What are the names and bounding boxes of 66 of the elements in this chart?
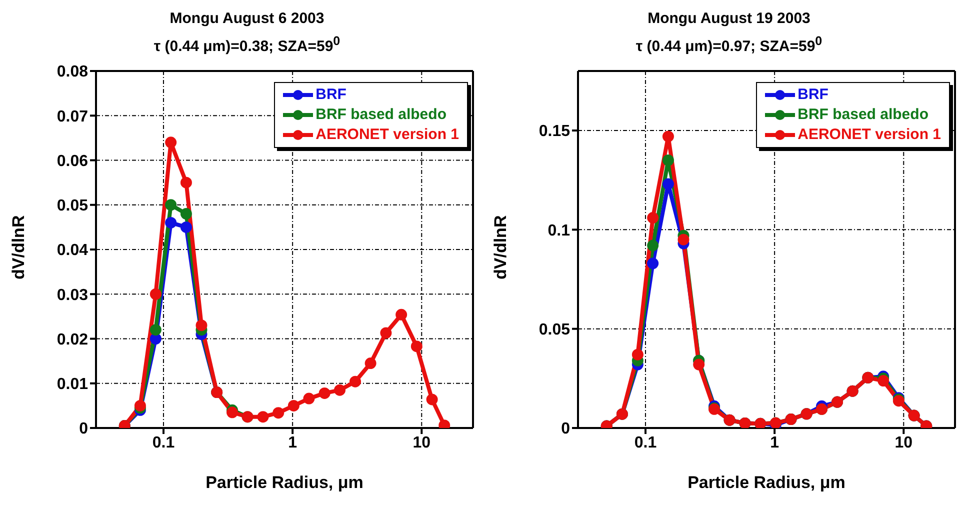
point: [150, 324, 162, 336]
legend-label: BRF: [316, 85, 346, 105]
x-tick-label: 10: [412, 434, 431, 452]
y-tick-label: 0.06: [56, 152, 88, 170]
point: [662, 178, 674, 190]
point: [647, 258, 659, 270]
y-tick-label: 0: [79, 420, 88, 438]
point: [165, 199, 177, 211]
y-tick-label: 0.02: [56, 331, 88, 348]
y-tick-label: 0.05: [538, 322, 570, 339]
y-tick-label: 0.03: [56, 286, 88, 304]
x-tick-label: 10: [894, 434, 913, 452]
y-tick-label: 0.15: [538, 123, 570, 140]
legend-label: BRF based albedo: [798, 105, 928, 125]
point: [678, 234, 690, 246]
point: [647, 212, 659, 224]
point: [180, 208, 192, 220]
chart-title: Mongu August 19 2003: [646, 9, 812, 29]
point: [288, 400, 300, 412]
point: [180, 176, 192, 188]
point: [662, 154, 674, 166]
y-tick-label: 0.04: [56, 242, 88, 260]
y-tick-label: 0.01: [56, 376, 88, 394]
point: [318, 387, 330, 399]
point: [632, 348, 644, 360]
point: [272, 407, 284, 419]
y-tick-label: 0.1: [548, 222, 570, 240]
point: [150, 288, 162, 300]
chart-title: Mongu August 6 2003: [168, 9, 326, 29]
point: [693, 358, 705, 370]
y-axis-title: dV/dlnR: [9, 215, 28, 280]
point: [426, 394, 438, 406]
point: [350, 376, 362, 388]
point: [303, 392, 315, 404]
point: [334, 384, 346, 396]
legend-label: BRF based albedo: [316, 105, 446, 125]
chart-subtitle: τ (0.44 μm)=0.97; SZA=59$^{0}$: [634, 33, 824, 57]
point: [364, 358, 376, 370]
chart-subtitle: τ (0.44 μm)=0.38; SZA=59$^{0}$: [152, 33, 342, 57]
legend-label: BRF: [798, 85, 828, 105]
point: [226, 406, 238, 418]
y-tick-label: 0: [561, 420, 570, 438]
point: [165, 216, 177, 228]
point: [257, 411, 269, 423]
y-tick-label: 0.07: [56, 108, 88, 126]
x-tick-label: 0.1: [634, 434, 657, 452]
x-axis-title: Particle Radius, μm: [206, 473, 364, 492]
y-tick-label: 0.05: [56, 198, 88, 215]
point: [396, 308, 408, 320]
x-axis-title: Particle Radius, μm: [688, 473, 846, 492]
point: [662, 130, 674, 142]
legend-label: AERONET version 1: [798, 125, 941, 145]
x-tick-label: 0.1: [152, 434, 175, 452]
point: [380, 327, 392, 339]
x-tick-label: 1: [288, 434, 298, 452]
point: [647, 240, 659, 252]
legend-label: AERONET version 1: [316, 125, 459, 145]
point: [410, 340, 422, 352]
point: [134, 400, 146, 412]
x-tick-label: 1: [770, 434, 780, 452]
point: [878, 375, 890, 387]
point: [180, 221, 192, 233]
y-tick-label: 0.08: [56, 64, 88, 81]
point: [196, 320, 208, 332]
y-axis-title: dV/dlnR: [491, 215, 510, 280]
point: [165, 136, 177, 148]
